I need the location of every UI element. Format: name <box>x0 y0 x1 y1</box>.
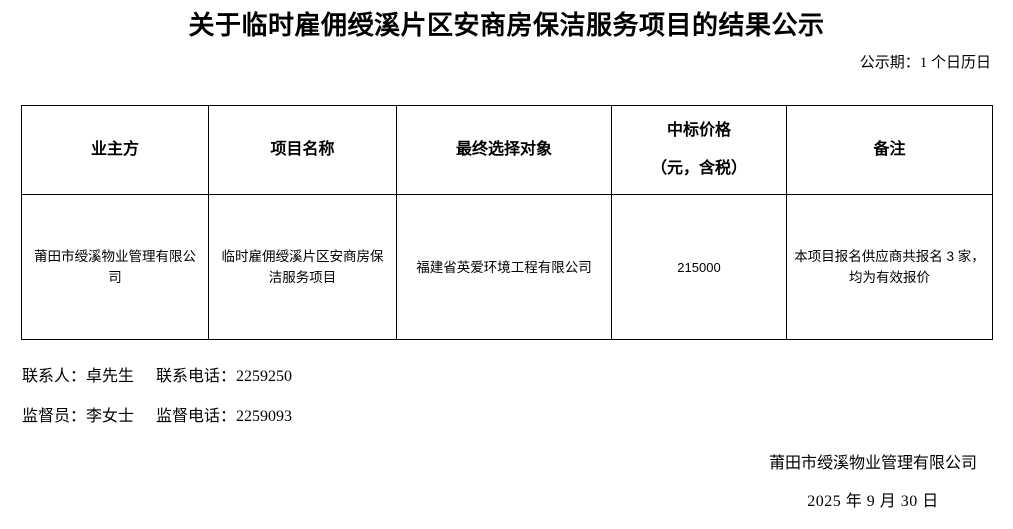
table-header-row: 业主方 项目名称 最终选择对象 中标价格 （元，含税） 备注 <box>21 105 993 195</box>
contact-person-value: 卓先生 <box>86 368 135 385</box>
signature-date: 2025 年 9 月 30 日 <box>807 493 939 510</box>
signature-organization: 莆田市绶溪物业管理有限公司 <box>768 455 977 472</box>
page-title: 关于临时雇佣绶溪片区安商房保洁服务项目的结果公示 <box>188 11 825 40</box>
remark-value-line-2: 均为有效报价 <box>849 270 930 285</box>
signature-block: 莆田市绶溪物业管理有限公司 2025 年 9 月 30 日 <box>769 445 977 521</box>
owner-value: 莆田市绶溪物业管理有限公司 <box>34 249 196 285</box>
header-label-owner: 业主方 <box>90 141 139 158</box>
price-value: 215000 <box>677 259 721 275</box>
supervisor-phone-label: 监督电话： <box>156 408 237 425</box>
header-label-winner: 最终选择对象 <box>455 141 552 158</box>
project-value: 临时雇佣绶溪片区安商房保洁服务项目 <box>221 249 384 285</box>
header-cell-project: 项目名称 <box>208 105 397 195</box>
table-body: 莆田市绶溪物业管理有限公司 临时雇佣绶溪片区安商房保洁服务项目 福建省英爱环境工… <box>21 194 993 340</box>
contact-row-supervisor: 监督员：李女士 监督电话：2259093 <box>22 397 292 437</box>
notice-period-text: 公示期：1 个日历日 <box>859 55 991 71</box>
contact-person-label: 联系人： <box>22 368 87 385</box>
table-header: 业主方 项目名称 最终选择对象 中标价格 （元，含税） 备注 <box>21 105 993 195</box>
table-row: 莆田市绶溪物业管理有限公司 临时雇佣绶溪片区安商房保洁服务项目 福建省英爱环境工… <box>21 194 993 340</box>
cell-owner: 莆田市绶溪物业管理有限公司 <box>21 194 209 340</box>
header-label-price: 中标价格 <box>666 122 731 139</box>
contact-block: 联系人：卓先生 联系电话：2259250 监督员：李女士 监督电话：2259093 <box>22 357 292 437</box>
winner-value: 福建省英爱环境工程有限公司 <box>416 259 592 275</box>
cell-winner: 福建省英爱环境工程有限公司 <box>396 194 612 340</box>
header-cell-winner: 最终选择对象 <box>396 105 612 195</box>
header-cell-owner: 业主方 <box>21 105 209 195</box>
header-label-project: 项目名称 <box>270 141 335 158</box>
header-cell-price: 中标价格 （元，含税） <box>611 105 787 195</box>
bid-result-table: 业主方 项目名称 最终选择对象 中标价格 （元，含税） 备注 <box>21 105 993 340</box>
cell-price: 215000 <box>611 194 787 340</box>
remark-value-line-1: 本项目报名供应商共报名 3 家， <box>794 249 985 264</box>
contact-phone-label: 联系电话： <box>156 368 237 385</box>
supervisor-phone-value: 2259093 <box>236 408 293 425</box>
supervisor-value: 李女士 <box>86 408 135 425</box>
contact-row-primary: 联系人：卓先生 联系电话：2259250 <box>22 357 292 397</box>
cell-project: 临时雇佣绶溪片区安商房保洁服务项目 <box>208 194 397 340</box>
cell-remark: 本项目报名供应商共报名 3 家， 均为有效报价 <box>786 194 993 340</box>
supervisor-label: 监督员： <box>22 408 87 425</box>
header-label-remark: 备注 <box>873 141 906 158</box>
header-label-price-unit: （元，含税） <box>650 160 747 177</box>
header-cell-remark: 备注 <box>786 105 993 195</box>
contact-phone-value: 2259250 <box>236 368 293 385</box>
